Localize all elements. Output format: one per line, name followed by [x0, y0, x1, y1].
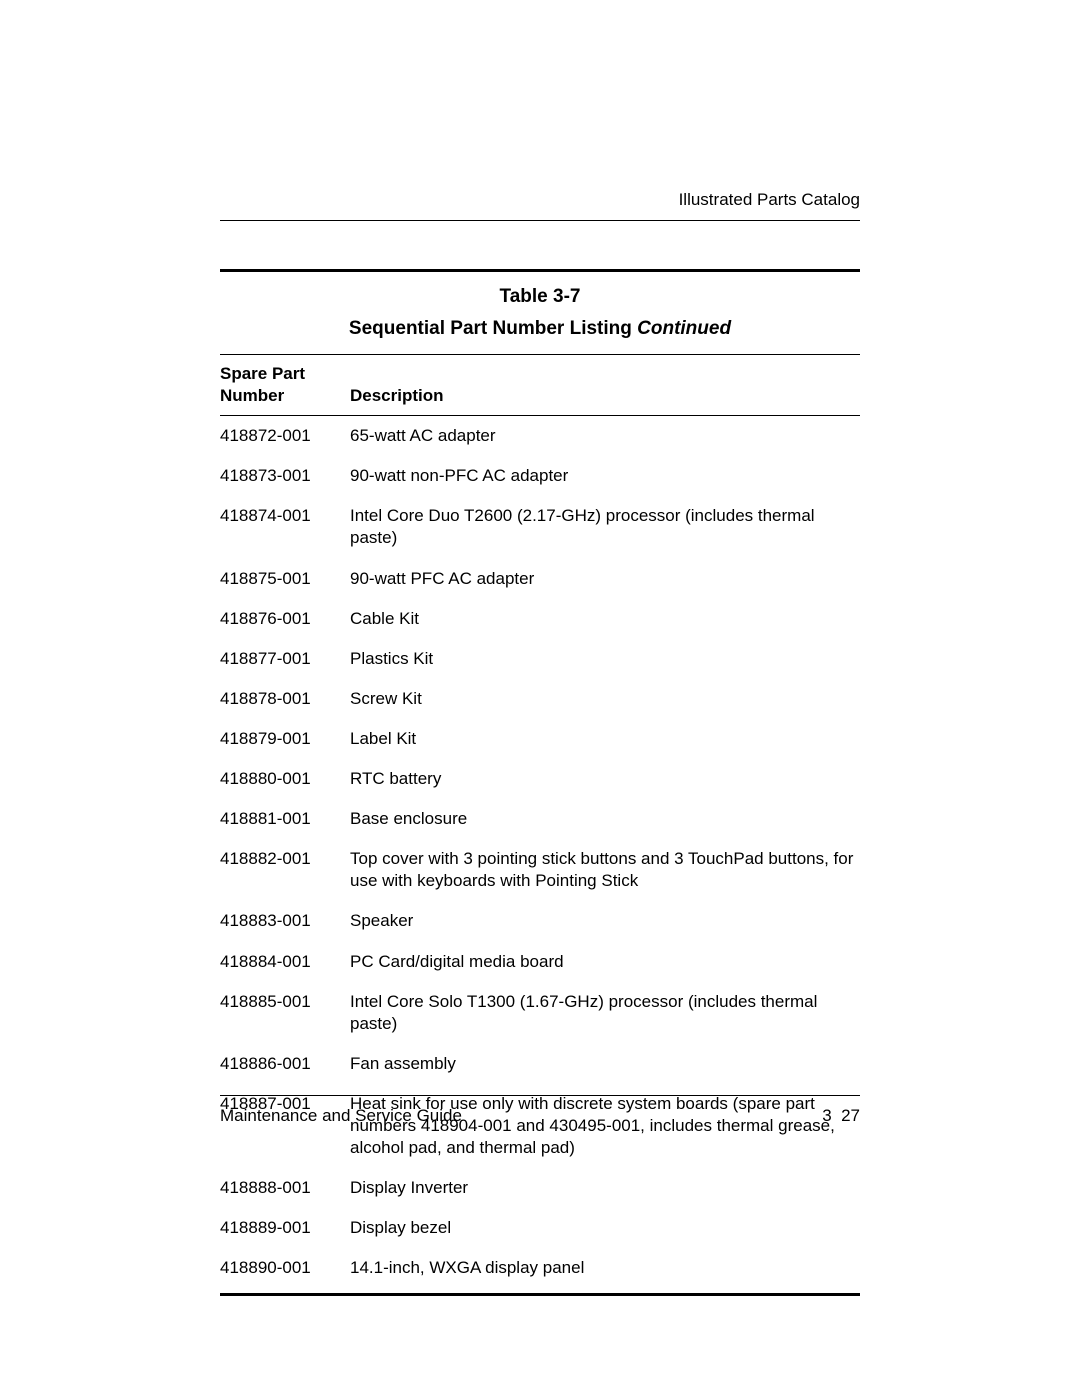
footer-left: Maintenance and Service Guide	[220, 1106, 462, 1126]
cell-description: Screw Kit	[350, 679, 860, 719]
table-row: 418874-001Intel Core Duo T2600 (2.17-GHz…	[220, 496, 860, 558]
cell-number: 418875-001	[220, 559, 350, 599]
cell-description: Speaker	[350, 901, 860, 941]
cell-number: 418888-001	[220, 1168, 350, 1208]
cell-description: 65-watt AC adapter	[350, 416, 860, 457]
footer-right: 3 27	[822, 1106, 860, 1126]
parts-table: Spare Part Number Description 418872-001…	[220, 355, 860, 1296]
table-row: 418873-00190-watt non-PFC AC adapter	[220, 456, 860, 496]
table-row: 418875-00190-watt PFC AC adapter	[220, 559, 860, 599]
table-row: 418880-001RTC battery	[220, 759, 860, 799]
table-header-row: Spare Part Number Description	[220, 355, 860, 416]
cell-number: 418882-001	[220, 839, 350, 901]
cell-number: 418878-001	[220, 679, 350, 719]
table-title: Sequential Part Number Listing Continued	[220, 318, 860, 355]
cell-number: 418874-001	[220, 496, 350, 558]
cell-number: 418886-001	[220, 1044, 350, 1084]
cell-number: 418872-001	[220, 416, 350, 457]
cell-description: Top cover with 3 pointing stick buttons …	[350, 839, 860, 901]
cell-description: 90-watt PFC AC adapter	[350, 559, 860, 599]
cell-description: 14.1-inch, WXGA display panel	[350, 1248, 860, 1295]
cell-number: 418890-001	[220, 1248, 350, 1295]
table-row: 418883-001Speaker	[220, 901, 860, 941]
col-header-number-line1: Spare Part	[220, 364, 305, 383]
cell-description: Intel Core Solo T1300 (1.67-GHz) process…	[350, 982, 860, 1044]
cell-number: 418885-001	[220, 982, 350, 1044]
cell-number: 418881-001	[220, 799, 350, 839]
table-row: 418889-001Display bezel	[220, 1208, 860, 1248]
table-row: 418882-001Top cover with 3 pointing stic…	[220, 839, 860, 901]
cell-description: Intel Core Duo T2600 (2.17-GHz) processo…	[350, 496, 860, 558]
cell-description: Display bezel	[350, 1208, 860, 1248]
table-row: 418888-001Display Inverter	[220, 1168, 860, 1208]
cell-number: 418880-001	[220, 759, 350, 799]
table-row: 418879-001Label Kit	[220, 719, 860, 759]
cell-description: Fan assembly	[350, 1044, 860, 1084]
table-row: 418886-001Fan assembly	[220, 1044, 860, 1084]
table-title-main: Sequential Part Number Listing	[349, 318, 637, 339]
cell-number: 418876-001	[220, 599, 350, 639]
table-row: 418876-001Cable Kit	[220, 599, 860, 639]
table-row: 418872-00165-watt AC adapter	[220, 416, 860, 457]
cell-description: RTC battery	[350, 759, 860, 799]
page-footer: Maintenance and Service Guide 3 27	[220, 1095, 860, 1126]
table-title-suffix: Continued	[637, 318, 731, 339]
col-header-number-line2: Number	[220, 386, 284, 405]
section-header: Illustrated Parts Catalog	[220, 190, 860, 221]
table-row: 418890-00114.1-inch, WXGA display panel	[220, 1248, 860, 1295]
cell-description: Cable Kit	[350, 599, 860, 639]
cell-description: Display Inverter	[350, 1168, 860, 1208]
cell-number: 418877-001	[220, 639, 350, 679]
cell-number: 418883-001	[220, 901, 350, 941]
table-caption: Table 3-7	[220, 269, 860, 308]
table-row: 418881-001Base enclosure	[220, 799, 860, 839]
table-row: 418878-001Screw Kit	[220, 679, 860, 719]
cell-number: 418873-001	[220, 456, 350, 496]
cell-description: PC Card/digital media board	[350, 942, 860, 982]
col-header-number: Spare Part Number	[220, 355, 350, 416]
table-row: 418877-001Plastics Kit	[220, 639, 860, 679]
table-row: 418885-001Intel Core Solo T1300 (1.67-GH…	[220, 982, 860, 1044]
cell-number: 418889-001	[220, 1208, 350, 1248]
table-body: 418872-00165-watt AC adapter 418873-0019…	[220, 416, 860, 1295]
cell-description: Plastics Kit	[350, 639, 860, 679]
cell-description: Base enclosure	[350, 799, 860, 839]
table-row: 418884-001PC Card/digital media board	[220, 942, 860, 982]
page-content: Illustrated Parts Catalog Table 3-7 Sequ…	[220, 190, 860, 1296]
col-header-description: Description	[350, 355, 860, 416]
cell-number: 418879-001	[220, 719, 350, 759]
cell-description: Label Kit	[350, 719, 860, 759]
cell-description: 90-watt non-PFC AC adapter	[350, 456, 860, 496]
cell-number: 418884-001	[220, 942, 350, 982]
